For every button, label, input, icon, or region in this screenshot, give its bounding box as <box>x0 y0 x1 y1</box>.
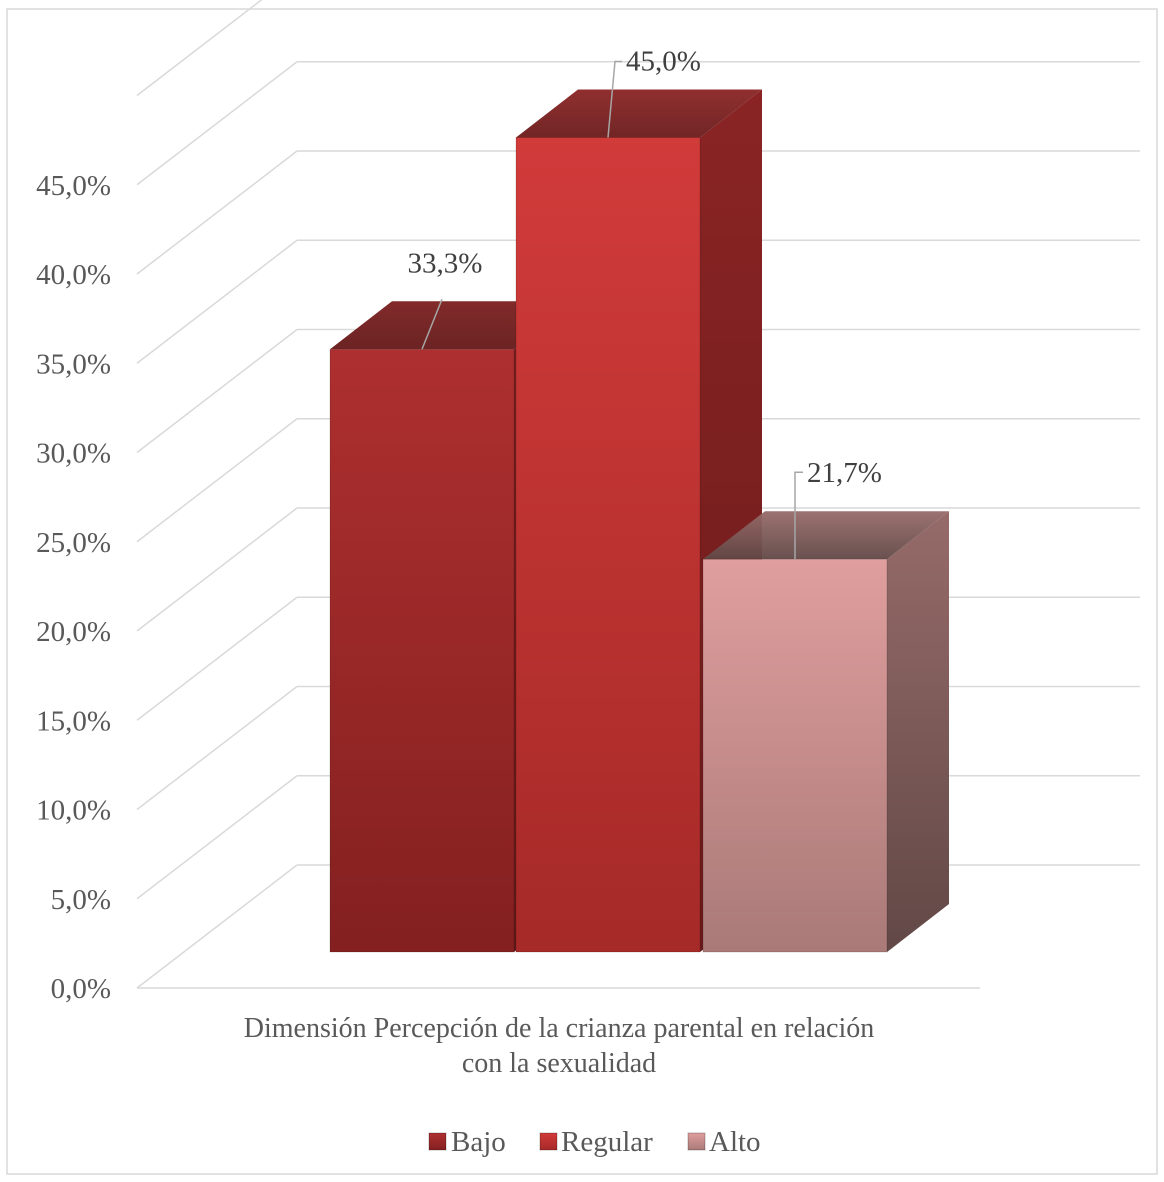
bar-front-face <box>329 348 515 953</box>
gridline-diagonal <box>136 328 298 454</box>
legend-item-regular: Regular <box>539 1126 653 1158</box>
data-label-leader-line <box>794 471 803 560</box>
bar-top-face <box>516 89 762 138</box>
gridline-diagonal <box>136 239 298 364</box>
legend-swatch <box>539 1132 558 1151</box>
y-axis: 0,0% 5,0% 10,0% 15,0% 20,0% 25,0% 30,0% 35,0% 40… <box>36 170 111 1005</box>
x-axis-category-label-line-1: Dimensión Percepción de la crianza paren… <box>244 1013 874 1044</box>
bars <box>329 89 949 953</box>
bar-front-face <box>515 137 701 953</box>
legend-item-alto: Alto <box>687 1126 761 1158</box>
y-tick-label: 30,0% <box>36 438 111 470</box>
data-label-alto: 21,7% <box>807 457 882 489</box>
x-axis-category-label-line-2: con la sexualidad <box>462 1048 656 1079</box>
gridline-diagonal <box>136 0 263 97</box>
gridline-diagonal <box>136 864 298 989</box>
legend-swatch <box>428 1132 447 1151</box>
data-label-regular: 45,0% <box>626 46 701 78</box>
y-tick-label: 25,0% <box>36 527 111 559</box>
data-label-leader-line <box>421 298 443 350</box>
gridline-diagonal <box>136 596 298 721</box>
y-tick-label: 40,0% <box>36 259 111 291</box>
data-labels: 33,3% 45,0% 21,7% <box>408 46 882 560</box>
bar-top-face <box>703 511 949 560</box>
y-tick-label: 20,0% <box>36 616 111 648</box>
bar-front-face <box>702 558 888 953</box>
legend: Bajo Regular Alto <box>428 1126 761 1158</box>
legend-item-bajo: Bajo <box>428 1126 506 1158</box>
y-tick-label: 10,0% <box>36 795 111 827</box>
bar-alto <box>702 511 949 953</box>
data-label-bajo: 33,3% <box>408 247 483 279</box>
gridline-diagonal <box>136 685 298 811</box>
y-tick-label: 0,0% <box>51 973 111 1005</box>
gridline-diagonal <box>136 418 298 543</box>
legend-swatch <box>687 1132 706 1151</box>
gridline-diagonal <box>136 150 298 275</box>
legend-label: Regular <box>561 1126 653 1158</box>
gridline-diagonal <box>136 775 298 900</box>
y-tick-label: 35,0% <box>36 348 111 380</box>
bar-regular <box>515 89 762 953</box>
y-tick-label: 5,0% <box>51 884 111 916</box>
bar-side-face <box>887 511 949 952</box>
legend-label: Bajo <box>451 1126 506 1158</box>
y-tick-label: 15,0% <box>36 705 111 737</box>
bar-top-face <box>330 301 576 350</box>
gridline-diagonal <box>136 507 298 632</box>
y-tick-label: 45,0% <box>36 170 111 202</box>
data-label-leader-line <box>607 60 622 138</box>
legend-label: Alto <box>709 1126 761 1158</box>
gridline-diagonal <box>136 61 298 186</box>
